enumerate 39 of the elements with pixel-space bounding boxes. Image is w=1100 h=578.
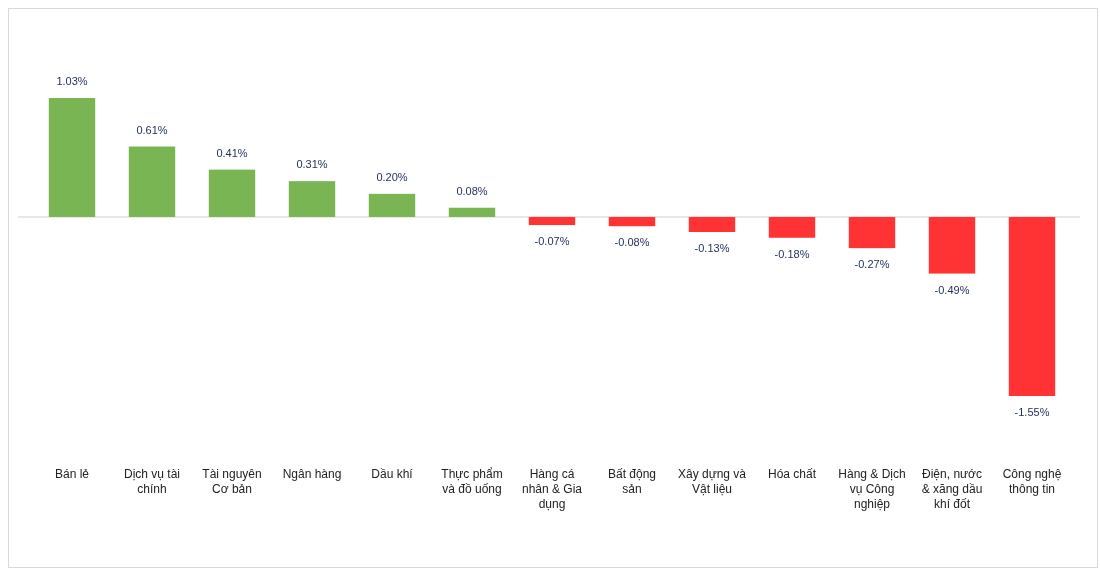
data-label: -0.08% [614,236,650,249]
x-tick-label: Bán lẻ [54,467,90,481]
x-tick-label: Ngân hàng [282,467,342,481]
bar [288,181,336,217]
data-label: -0.27% [854,258,890,271]
x-tick-label: Dầu khí [371,467,414,481]
x-tick-label: Dịch vụ tài chính [123,467,181,496]
bar [848,216,896,249]
data-label: 0.20% [376,170,408,183]
bar [368,193,416,217]
bar [928,216,976,274]
data-label: 0.31% [296,158,328,171]
data-label: -0.18% [774,247,810,260]
x-tick-label: Điện, nước & xăng dầu khí đốt [921,467,983,511]
data-label: -0.07% [534,235,570,248]
x-tick-label: Xây dựng và Vật liệu [677,467,747,496]
bar [448,207,496,217]
bar [528,216,576,226]
x-tick-label: Tài nguyên Cơ bản [202,467,262,496]
bar [1008,216,1056,396]
data-label: 0.61% [136,123,168,136]
bar [128,146,176,217]
x-tick-label: Thực phẩm và đồ uống [441,467,503,496]
bar [768,216,816,238]
data-label: 1.03% [56,75,88,87]
data-label: -1.55% [1014,406,1050,418]
bar [608,216,656,227]
x-tick-label: Hàng & Dịch vụ Công nghiệp [838,467,906,511]
x-tick-label: Bất động sản [607,467,657,496]
data-label: 0.41% [216,146,248,159]
bar [48,98,96,217]
x-tick-label: Hàng cá nhân & Gia dụng [521,467,583,511]
data-label: -0.49% [934,283,970,296]
x-tick-label: Hóa chất [767,467,817,481]
x-tick-label: Công nghệ thông tin [1002,467,1062,496]
bar [208,169,256,217]
bar [688,216,736,232]
data-label: -0.13% [694,241,730,254]
data-label: 0.08% [456,184,488,197]
